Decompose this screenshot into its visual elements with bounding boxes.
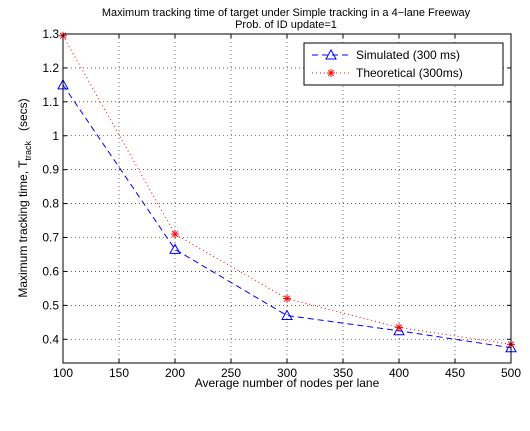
y-tick-label: 1.3 <box>42 27 59 41</box>
y-axis-label-main: Maximum tracking time, T <box>16 160 30 298</box>
x-tick-label: 100 <box>53 366 73 380</box>
axis-ticks: 100 150 200 250 300 350 400 450 500 0.4 0.5 0.6 0.7 0… <box>42 27 521 380</box>
x-tick-label: 350 <box>333 366 353 380</box>
y-tick-label: 0.8 <box>42 197 59 211</box>
x-tick-label: 500 <box>501 366 521 380</box>
x-tick-label: 300 <box>277 366 297 380</box>
legend-marker <box>325 48 337 60</box>
y-tick-label: 0.6 <box>42 264 59 278</box>
x-tick-label: 250 <box>221 366 241 380</box>
asterisk-stroke <box>327 69 335 77</box>
legend-label: Simulated (300 ms) <box>356 48 460 62</box>
chart-subtitle: Prob. of ID update=1 <box>235 19 337 31</box>
data-point <box>171 230 179 239</box>
y-axis-label: Maximum tracking time, Ttrack (secs) <box>16 98 33 297</box>
y-tick-label: 1 <box>52 129 59 143</box>
x-axis-label: Average number of nodes per lane <box>195 376 380 390</box>
y-axis-label-units: (secs) <box>16 98 30 131</box>
asterisk-stroke <box>171 230 179 238</box>
legend-item: Theoretical (300ms) <box>312 66 463 80</box>
legend-marker <box>327 69 335 77</box>
legend-item: Simulated (300 ms) <box>312 48 460 62</box>
series-line <box>62 84 512 349</box>
y-tick-label: 1.1 <box>42 95 59 109</box>
y-tick-label: 0.7 <box>42 231 59 245</box>
x-tick-label: 150 <box>109 366 129 380</box>
chart-title: Maximum tracking time of target under Si… <box>102 7 471 19</box>
x-tick-label: 400 <box>389 366 409 380</box>
asterisk-stroke <box>283 295 291 302</box>
legend-label: Theoretical (300ms) <box>356 66 463 80</box>
data-point <box>281 309 293 321</box>
y-tick-label: 1.2 <box>42 61 59 75</box>
data-point <box>283 294 291 303</box>
grid <box>63 34 511 363</box>
data-point <box>169 243 181 254</box>
legend: Simulated (300 ms) Theoretical (300ms) <box>303 42 504 86</box>
data-point <box>395 323 403 332</box>
y-tick-label: 0.5 <box>42 298 59 312</box>
y-tick-label: 0.9 <box>42 163 59 177</box>
y-tick-label: 0.4 <box>42 332 59 346</box>
legend-box <box>303 42 504 86</box>
asterisk-stroke <box>395 324 403 331</box>
y-axis-label-subscript: track <box>23 141 33 161</box>
x-tick-label: 200 <box>165 366 185 380</box>
x-tick-label: 450 <box>445 366 465 380</box>
